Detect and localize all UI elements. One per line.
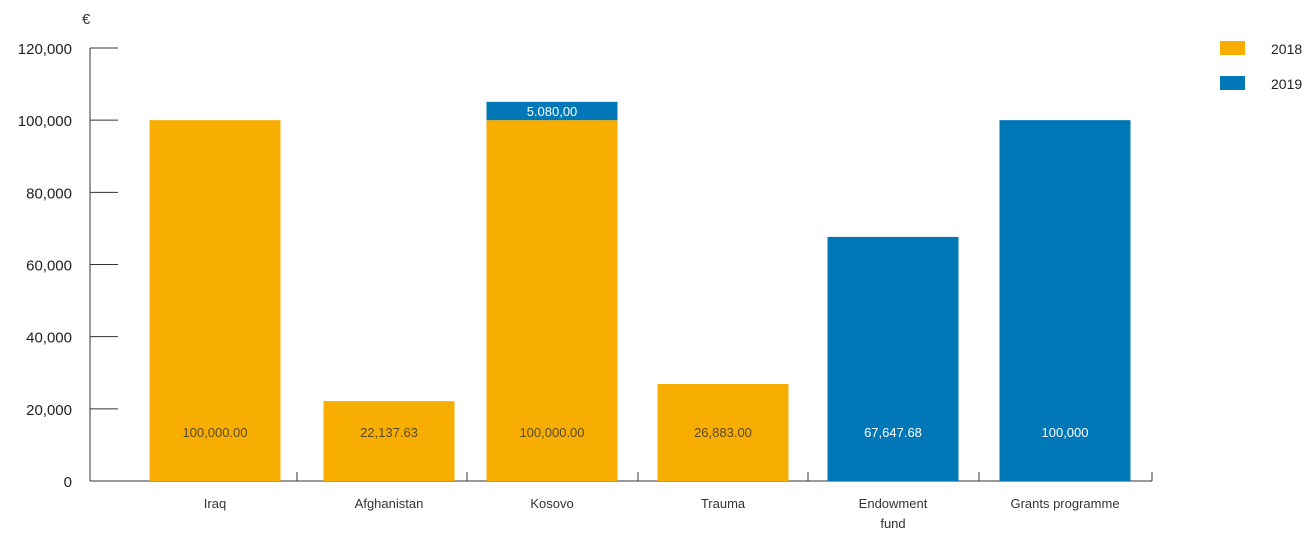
y-tick-label: 40,000 xyxy=(26,330,72,347)
bar-2019 xyxy=(999,120,1131,482)
y-tick-label: 100,000 xyxy=(18,113,72,130)
data-label: 26,883.00 xyxy=(694,425,752,440)
bar-2019 xyxy=(486,101,618,121)
x-tick-label: fund xyxy=(880,516,905,531)
y-tick-label: 20,000 xyxy=(26,402,72,419)
data-label: 100,000 xyxy=(1042,425,1089,440)
bars: 100,000.00 22,137.63 100,000.00 5.080,00 26,… xyxy=(149,101,1131,482)
y-axis-unit-label: € xyxy=(82,11,91,28)
legend-label: 2018 xyxy=(1271,41,1302,57)
x-tick-label: Kosovo xyxy=(530,496,573,511)
legend-label: 2019 xyxy=(1271,76,1302,92)
legend-swatch xyxy=(1220,41,1245,55)
y-axis: 0 20,000 40,000 60,000 80,000 100,000 120,000 xyxy=(18,41,118,491)
bar-2018 xyxy=(323,401,455,481)
y-tick-label: 80,000 xyxy=(26,185,72,202)
legend-swatch xyxy=(1220,76,1245,90)
x-tick-label: Grants programme xyxy=(1010,496,1119,511)
data-label: 67,647.68 xyxy=(864,425,922,440)
y-tick-label: 60,000 xyxy=(26,258,72,275)
legend: 2018 2019 xyxy=(1220,41,1302,92)
data-label: 22,137.63 xyxy=(360,425,418,440)
x-tick-label: Afghanistan xyxy=(355,496,424,511)
data-label: 100,000.00 xyxy=(519,425,584,440)
bar-2018 xyxy=(657,383,789,481)
y-tick-label: 0 xyxy=(64,474,72,491)
y-tick-label: 120,000 xyxy=(18,41,72,58)
x-tick-label: Endowment xyxy=(859,496,928,511)
x-tick-label: Iraq xyxy=(204,496,226,511)
data-label: 5.080,00 xyxy=(527,104,578,119)
data-label: 100,000.00 xyxy=(182,425,247,440)
x-tick-label: Trauma xyxy=(701,496,746,511)
bar-2018 xyxy=(486,120,618,482)
x-axis: Iraq Afghanistan Kosovo Trauma Endowment fund… xyxy=(89,472,1153,531)
bar-2018 xyxy=(149,120,281,482)
bar-2019 xyxy=(827,236,959,481)
